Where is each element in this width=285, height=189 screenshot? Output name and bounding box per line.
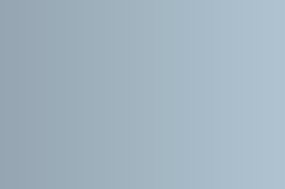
Line: MoP-PNG900: MoP-PNG900 [28,14,282,158]
Legend: 20% Pt/C, NG, PNG, MoP-PNG900: 20% Pt/C, NG, PNG, MoP-PNG900 [34,8,93,39]
PNG [272,13,276,15]
MoP-PNG900 [143,157,146,159]
X-axis label: Potential (V vs RHE): Potential (V vs RHE) [113,177,197,186]
MoP-PNG900 [150,157,153,159]
Ellipse shape [71,47,173,60]
PNG [226,13,229,15]
MoP-PNG900 [272,13,276,15]
NG [150,156,153,159]
PNG [150,156,153,159]
20% Pt/C [143,157,146,159]
Y-axis label: Current Density  j/(mA·cm⁻²): Current Density j/(mA·cm⁻²) [3,36,11,132]
Text: H₂O: H₂O [122,20,137,29]
Line: 20% Pt/C: 20% Pt/C [28,15,282,158]
Line: NG: NG [28,14,282,158]
20% Pt/C [27,157,30,159]
NG [40,157,43,159]
MoP-PNG900 [27,157,30,159]
20% Pt/C [272,27,276,30]
20% Pt/C [280,14,283,17]
MoP-PNG900 [280,13,283,15]
NG [272,13,276,15]
FancyBboxPatch shape [42,95,159,156]
MoP-PNG900 [226,155,229,158]
NG [27,157,30,159]
NG [143,157,146,159]
20% Pt/C [150,157,153,159]
NG [280,13,283,15]
Line: PNG: PNG [28,14,282,158]
PNG [143,157,146,159]
20% Pt/C [40,157,43,159]
PNG [280,13,283,15]
Text: O₂: O₂ [156,18,165,27]
MoP-PNG900 [272,13,276,15]
PNG [40,157,43,159]
20% Pt/C [226,157,229,159]
PNG [27,157,30,159]
NG [272,13,276,15]
PNG [272,13,276,15]
NG [226,13,229,15]
20% Pt/C [272,28,276,30]
Text: H₂: H₂ [172,18,181,27]
Text: Biomolecules: Biomolecules [64,135,111,141]
MoP-PNG900 [40,157,43,159]
